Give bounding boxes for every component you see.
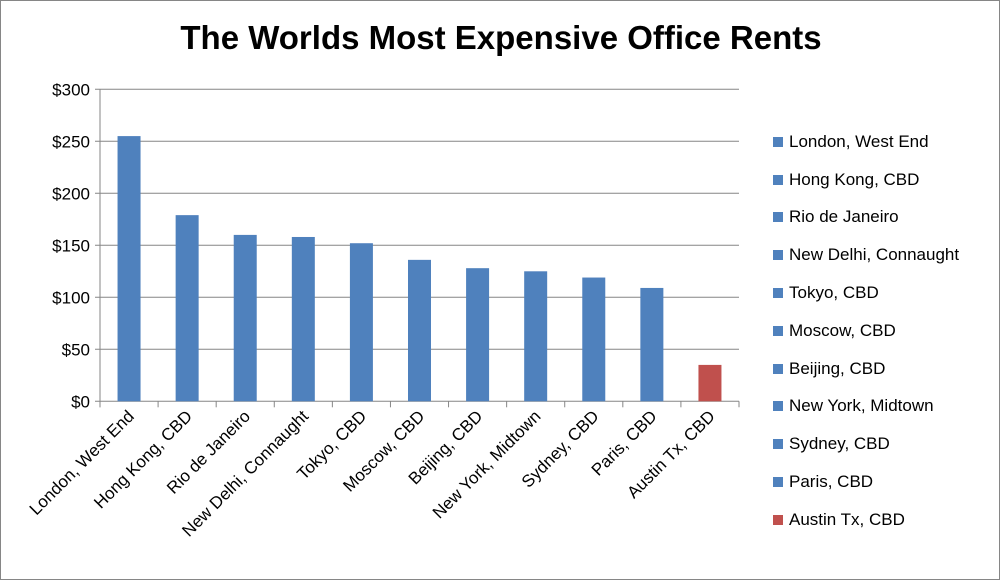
legend: London, West End Hong Kong, CBD Rio de Jan…: [773, 123, 959, 539]
legend-item: New Delhi, Connaught: [773, 236, 959, 274]
legend-label: New Delhi, Connaught: [789, 245, 960, 265]
bar: [466, 268, 490, 402]
x-tick-label: Hong Kong, CBD: [90, 407, 196, 513]
legend-item: Austin Tx, CBD: [773, 501, 959, 539]
bar: [582, 277, 606, 402]
legend-label: Paris, CBD: [789, 472, 874, 492]
legend-swatch: [773, 363, 783, 374]
bar: [233, 234, 257, 402]
legend-swatch: [773, 325, 783, 336]
legend-swatch: [773, 212, 783, 223]
legend-item: London, West End: [773, 123, 959, 161]
y-tick-label: $0: [71, 392, 90, 411]
bar: [640, 287, 664, 402]
x-tick-label: New York, Midtown: [429, 407, 545, 523]
legend-item: Tokyo, CBD: [773, 274, 959, 312]
legend-item: Hong Kong, CBD: [773, 161, 959, 199]
legend-swatch: [773, 250, 783, 261]
bar: [291, 236, 315, 402]
bar: [408, 259, 431, 402]
legend-swatch: [773, 136, 783, 147]
y-tick-label: $200: [52, 184, 90, 203]
legend-swatch: [773, 288, 783, 299]
legend-label: Hong Kong, CBD: [789, 169, 920, 189]
chart-title: The Worlds Most Expensive Office Rents: [180, 19, 822, 56]
y-tick-label: $300: [52, 80, 90, 99]
y-tick-label: $250: [52, 132, 90, 151]
legend-label: London, West End: [789, 131, 929, 151]
bar: [117, 136, 141, 402]
legend-item: Beijing, CBD: [773, 350, 959, 388]
legend-item: Paris, CBD: [773, 463, 959, 501]
legend-label: Moscow, CBD: [789, 320, 896, 340]
legend-label: New York, Midtown: [789, 396, 934, 416]
legend-swatch: [773, 401, 783, 412]
legend-swatch: [773, 174, 783, 185]
legend-label: Sydney, CBD: [789, 434, 890, 454]
y-tick-label: $50: [62, 340, 90, 359]
y-tick-label: $100: [52, 288, 90, 307]
bar: [175, 215, 199, 402]
bar: [524, 271, 548, 402]
legend-swatch: [773, 477, 783, 488]
legend-label: Austin Tx, CBD: [789, 509, 905, 529]
legend-item: New York, Midtown: [773, 388, 959, 426]
legend-swatch: [773, 439, 783, 450]
y-tick-label: $150: [52, 236, 90, 255]
legend-item: Sydney, CBD: [773, 425, 959, 463]
x-tick-label: London, West End: [26, 407, 138, 519]
legend-label: Tokyo, CBD: [789, 283, 879, 303]
legend-item: Moscow, CBD: [773, 312, 959, 350]
legend-label: Beijing, CBD: [789, 358, 886, 378]
bar: [349, 243, 373, 402]
legend-item: Rio de Janeiro: [773, 199, 959, 237]
legend-label: Rio de Janeiro: [789, 207, 899, 227]
legend-swatch: [773, 514, 783, 525]
bar: [698, 364, 722, 402]
